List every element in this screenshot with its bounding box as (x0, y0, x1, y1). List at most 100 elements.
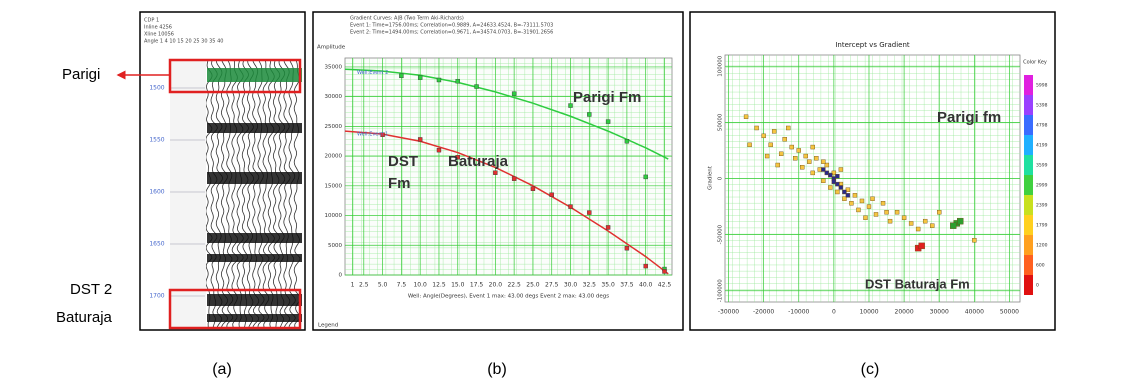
data-point (569, 205, 573, 209)
series-label: Well:Event 1 (357, 132, 388, 138)
annotation: DST (388, 153, 418, 170)
x-tick-label: 2.5 (359, 282, 369, 289)
reflector (207, 294, 302, 306)
reflector (207, 123, 302, 133)
header-text: Angle 1 4 10 15 20 25 30 35 40 (144, 39, 223, 45)
data-point (437, 78, 441, 82)
data-point (923, 219, 927, 223)
data-point (748, 143, 752, 147)
data-point (587, 112, 591, 116)
x-tick-label: 30000 (930, 309, 949, 316)
y-tick-label: 30000 (325, 94, 343, 100)
x-tick-label: 10.0 (413, 282, 427, 289)
x-tick-label: 1 (351, 282, 355, 289)
y-tick-label: 35000 (325, 64, 343, 70)
data-point (821, 168, 825, 172)
data-point (814, 156, 818, 160)
data-point (625, 246, 629, 250)
data-point (779, 152, 783, 156)
data-point (888, 219, 892, 223)
data-point (512, 177, 516, 181)
annotation: Parigi fm (937, 109, 1001, 126)
y-tick-label: 100000 (718, 55, 724, 76)
data-point (456, 79, 460, 83)
header-text: Xline 10056 (144, 32, 174, 38)
data-point (950, 223, 956, 229)
data-point (765, 154, 769, 158)
time-label: 1600 (149, 189, 164, 196)
color-key-swatch (1024, 135, 1033, 155)
reflector (207, 233, 302, 243)
data-point (475, 85, 479, 89)
header-text: CDP 1 (144, 18, 159, 24)
x-tick-label: 12.5 (432, 282, 446, 289)
data-point (919, 243, 925, 249)
x-tick-label: -30000 (718, 309, 739, 316)
data-point (569, 104, 573, 108)
time-label: 1550 (149, 137, 164, 144)
color-key-title: Color Key (1023, 60, 1047, 66)
color-key-label: 5998 (1036, 83, 1048, 89)
x-tick-label: 30.0 (564, 282, 578, 289)
header-text: Inline 4256 (144, 25, 172, 31)
data-point (874, 212, 878, 216)
annotation: DST Baturaja Fm (865, 276, 970, 291)
data-point (793, 156, 797, 160)
data-point (644, 175, 648, 179)
x-tick-label: 0 (832, 309, 836, 316)
color-key-label: 4199 (1036, 143, 1048, 149)
x-tick-label: -20000 (753, 309, 774, 316)
color-key-label: 0 (1036, 283, 1039, 289)
data-point (839, 185, 843, 189)
x-tick-label: 15.0 (451, 282, 465, 289)
data-point (625, 139, 629, 143)
data-point (856, 208, 860, 212)
y-tick-label: 15000 (325, 183, 343, 189)
y-tick-label: -100000 (718, 279, 724, 302)
data-point (871, 197, 875, 201)
data-point (418, 76, 422, 80)
y-tick-label: 10000 (325, 213, 343, 219)
caption: (c) (861, 361, 880, 378)
y-axis-label: Gradient (708, 165, 714, 190)
x-tick-label: 17.5 (470, 282, 484, 289)
x-tick-label: 20.0 (489, 282, 503, 289)
color-key-label: 3599 (1036, 163, 1048, 169)
data-point (797, 148, 801, 152)
data-point (972, 238, 976, 242)
data-point (835, 190, 839, 194)
data-point (849, 201, 853, 205)
data-point (930, 224, 934, 228)
data-point (811, 171, 815, 175)
y-tick-label: 5000 (328, 243, 342, 249)
color-key-label: 1799 (1036, 223, 1048, 229)
color-key-label: 2399 (1036, 203, 1048, 209)
data-point (512, 92, 516, 96)
data-point (644, 264, 648, 268)
data-point (839, 168, 843, 172)
reflector (207, 254, 302, 262)
data-point (895, 210, 899, 214)
y-tick-label: 50000 (718, 113, 724, 131)
y-tick-label: -50000 (718, 224, 724, 244)
color-key-swatch (1024, 195, 1033, 215)
data-point (828, 185, 832, 189)
data-point (916, 227, 920, 231)
data-point (755, 126, 759, 130)
x-tick-label: 35.0 (601, 282, 615, 289)
color-key-label: 5398 (1036, 103, 1048, 109)
data-point (867, 205, 871, 209)
x-tick-label: 10000 (859, 309, 878, 316)
data-point (835, 174, 839, 178)
data-point (885, 210, 889, 214)
x-tick-label: -10000 (788, 309, 809, 316)
data-point (853, 193, 857, 197)
y-tick-label: 25000 (325, 124, 343, 130)
annotation: Baturaja (448, 153, 509, 170)
data-point (772, 129, 776, 133)
x-tick-label: 7.5 (397, 282, 407, 289)
reflector (207, 314, 302, 322)
data-point (418, 137, 422, 141)
data-point (776, 163, 780, 167)
data-point (790, 145, 794, 149)
